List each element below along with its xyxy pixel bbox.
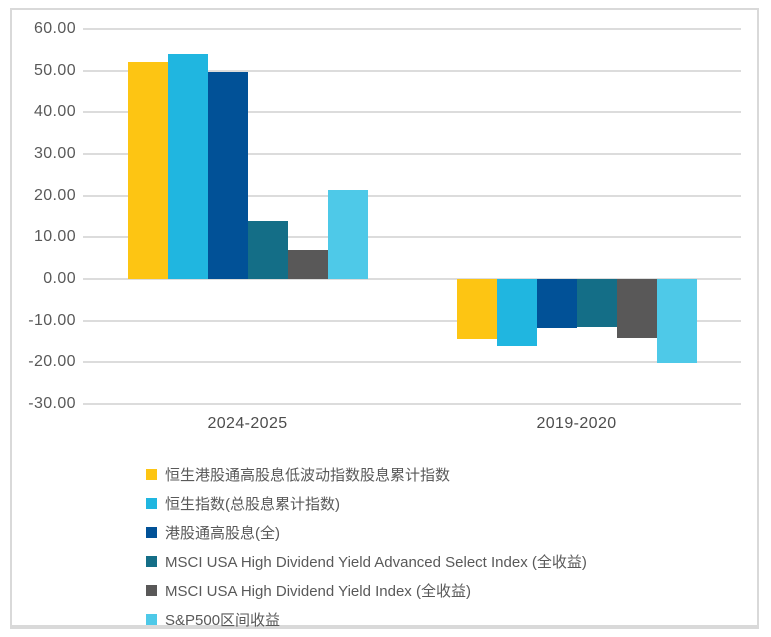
- legend-label: 港股通高股息(全): [165, 525, 280, 542]
- y-axis-tick-label: 50.00: [33, 61, 76, 79]
- y-axis-tick-label: -20.00: [28, 353, 76, 371]
- legend-item: MSCI USA High Dividend Yield Advanced Se…: [146, 547, 587, 576]
- gridline: [83, 361, 741, 364]
- legend-label: S&P500区间收益: [165, 612, 281, 629]
- legend-label: 恒生指数(总股息累计指数): [165, 496, 340, 513]
- bar-series-4-cat-1: [616, 279, 657, 339]
- legend-swatch-icon: [146, 614, 157, 625]
- legend-swatch-icon: [146, 585, 157, 596]
- gridline: [83, 278, 741, 280]
- bar-series-3-cat-0: [247, 220, 288, 279]
- legend-item: 恒生港股通高股息低波动指数股息累计指数: [146, 460, 587, 489]
- plot-area: [83, 28, 741, 405]
- y-axis-tick-label: 60.00: [33, 20, 76, 37]
- gridline: [83, 69, 741, 72]
- bar-series-0-cat-1: [456, 279, 497, 339]
- legend-item: MSCI USA High Dividend Yield Index (全收益): [146, 576, 587, 605]
- legend: 恒生港股通高股息低波动指数股息累计指数 恒生指数(总股息累计指数) 港股通高股息(全…: [146, 460, 587, 634]
- y-axis-tick-label: 10.00: [33, 228, 76, 246]
- gridline: [83, 319, 741, 322]
- legend-swatch-icon: [146, 556, 157, 567]
- legend-item: 港股通高股息(全): [146, 518, 587, 547]
- legend-label: MSCI USA High Dividend Yield Index (全收益): [165, 583, 471, 600]
- legend-label: MSCI USA High Dividend Yield Advanced Se…: [165, 554, 587, 571]
- legend-label: 恒生港股通高股息低波动指数股息累计指数: [165, 467, 451, 484]
- chart-panel: 60.00 50.00 40.00 30.00 20.00 10.00 0.00 -10.00…: [10, 8, 759, 629]
- bar-series-2-cat-1: [536, 279, 577, 329]
- x-axis-category-label: 2024-2025: [207, 415, 288, 432]
- bar-series-5-cat-0: [327, 190, 368, 279]
- legend-swatch-icon: [146, 527, 157, 538]
- y-axis-tick-label: 20.00: [33, 186, 76, 204]
- bar-series-3-cat-1: [576, 279, 617, 327]
- legend-item: 恒生指数(总股息累计指数): [146, 489, 587, 518]
- y-axis-tick-label: 30.00: [33, 145, 76, 162]
- gridline: [83, 28, 741, 30]
- legend-swatch-icon: [146, 469, 157, 480]
- gridline: [83, 236, 741, 239]
- bar-series-5-cat-1: [656, 279, 697, 363]
- gridline: [83, 111, 741, 114]
- y-axis-tick-label: 0.00: [43, 270, 76, 287]
- legend-item: S&P500区间收益: [146, 605, 587, 634]
- bar-series-0-cat-0: [127, 62, 168, 279]
- bar-series-4-cat-0: [287, 249, 328, 279]
- bar-series-1-cat-0: [167, 54, 208, 279]
- gridline: [83, 194, 741, 197]
- x-axis-category-label: 2019-2020: [536, 415, 617, 432]
- legend-swatch-icon: [146, 498, 157, 509]
- y-axis-tick-label: -30.00: [28, 395, 76, 412]
- gridline: [83, 153, 741, 155]
- bar-series-2-cat-0: [207, 71, 248, 279]
- y-axis-tick-label: 40.00: [33, 103, 76, 121]
- y-axis-tick-label: -10.00: [28, 311, 76, 329]
- gridline: [83, 403, 741, 405]
- bar-series-1-cat-1: [496, 279, 537, 346]
